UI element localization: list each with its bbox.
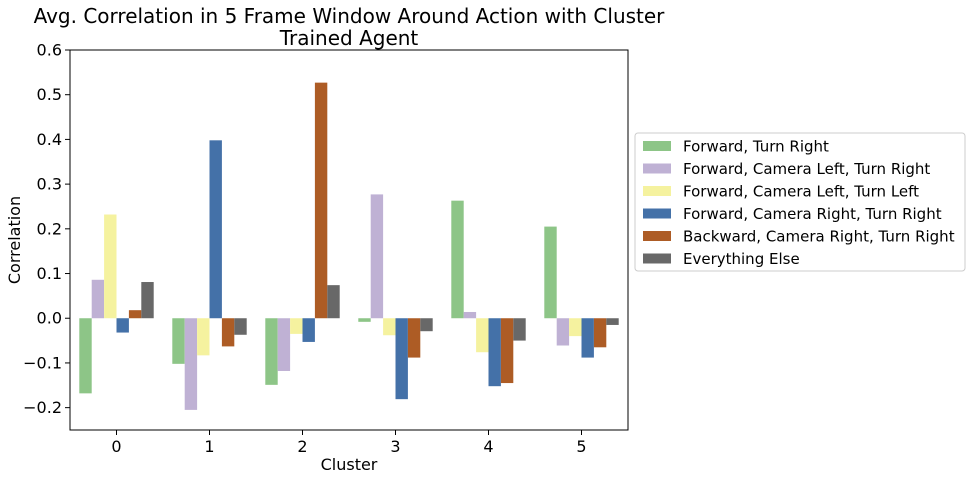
bar-cluster-4-series-0	[451, 200, 464, 319]
x-tick-label: 5	[576, 437, 586, 456]
legend-swatch	[643, 141, 671, 151]
legend-swatch	[643, 163, 671, 174]
bar-cluster-4-series-3	[488, 318, 501, 387]
bar-cluster-5-series-0	[544, 226, 557, 319]
legend-label: Forward, Turn Right	[683, 138, 829, 156]
legend-swatch	[643, 231, 671, 241]
bar-cluster-2-series-5	[327, 285, 340, 319]
x-axis-ticks: 0 1 2 3 4 5	[111, 430, 587, 456]
bar-cluster-5-series-5	[606, 318, 619, 325]
bar-cluster-1-series-2	[197, 318, 210, 356]
chart-title-line1: Avg. Correlation in 5 Frame Window Aroun…	[34, 4, 666, 28]
y-tick-label: −0.2	[23, 398, 62, 417]
x-tick-label: 0	[111, 437, 121, 456]
legend-label: Forward, Camera Right, Turn Right	[683, 205, 942, 223]
legend-swatch	[643, 208, 671, 219]
x-tick-label: 1	[204, 437, 214, 456]
bar-cluster-0-series-1	[91, 279, 105, 319]
bar-cluster-5-series-3	[581, 318, 594, 358]
y-axis-ticks: −0.2 −0.1 0.0 0.1 0.2 0.3 0.4 0.5 0.6	[23, 41, 70, 417]
bar-cluster-3-series-1	[370, 194, 384, 319]
bar-cluster-3-series-2	[383, 318, 396, 336]
x-tick-label: 2	[297, 437, 307, 456]
chart-title-line2: Trained Agent	[279, 26, 419, 50]
bar-cluster-3-series-0	[358, 318, 371, 322]
bar-cluster-3-series-4	[407, 318, 421, 358]
bars-group	[79, 82, 619, 410]
bar-cluster-5-series-2	[569, 318, 582, 337]
bar-cluster-0-series-2	[104, 214, 117, 319]
y-tick-label: −0.1	[23, 353, 62, 372]
bar-cluster-4-series-4	[500, 318, 514, 384]
bar-cluster-2-series-2	[290, 318, 303, 334]
legend-label: Forward, Camera Left, Turn Right	[683, 160, 930, 178]
bar-cluster-4-series-5	[513, 318, 526, 341]
bar-cluster-1-series-5	[234, 318, 247, 335]
bar-cluster-0-series-5	[141, 282, 154, 319]
plot-frame	[69, 49, 629, 431]
legend-label: Forward, Camera Left, Turn Left	[683, 183, 919, 201]
bar-cluster-1-series-4	[221, 318, 235, 347]
bar-cluster-0-series-0	[79, 318, 92, 394]
legend-label: Everything Else	[683, 250, 800, 268]
legend: Forward, Turn Right Forward, Camera Left,…	[634, 132, 966, 272]
x-tick-label: 3	[390, 437, 400, 456]
y-tick-label: 0.2	[37, 219, 62, 238]
bar-cluster-2-series-3	[302, 318, 315, 342]
bar-cluster-2-series-1	[277, 318, 291, 371]
bar-cluster-4-series-2	[476, 318, 489, 353]
y-tick-label: 0.6	[37, 41, 62, 60]
y-tick-label: 0.4	[37, 130, 62, 149]
bar-cluster-2-series-0	[265, 318, 278, 385]
bar-cluster-4-series-1	[463, 311, 477, 319]
bar-cluster-1-series-1	[184, 318, 198, 410]
bar-cluster-1-series-0	[172, 318, 185, 364]
bar-cluster-2-series-4	[314, 82, 328, 319]
x-axis-label: Cluster	[321, 455, 378, 474]
y-tick-label: 0.3	[37, 175, 62, 194]
x-tick-label: 4	[483, 437, 493, 456]
legend-swatch	[643, 253, 671, 264]
bar-cluster-1-series-3	[209, 140, 222, 319]
bar-cluster-5-series-1	[556, 318, 570, 346]
legend-swatch	[643, 186, 671, 196]
bar-cluster-0-series-3	[116, 318, 129, 333]
bar-cluster-5-series-4	[593, 318, 607, 348]
bar-cluster-0-series-4	[128, 310, 142, 319]
y-tick-label: 0.5	[37, 85, 62, 104]
bar-cluster-3-series-5	[420, 318, 433, 332]
legend-label: Backward, Camera Right, Turn Right	[683, 228, 955, 246]
y-axis-label: Correlation	[5, 196, 24, 284]
legend-box	[634, 132, 966, 272]
y-tick-label: 0.0	[37, 309, 62, 328]
y-tick-label: 0.1	[37, 264, 62, 283]
bar-cluster-3-series-3	[395, 318, 408, 400]
